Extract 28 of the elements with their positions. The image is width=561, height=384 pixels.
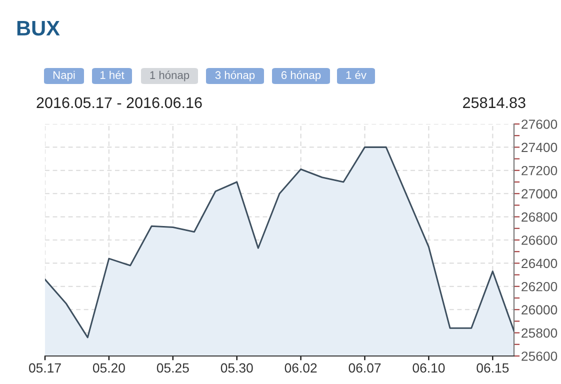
text: 1 év bbox=[346, 70, 366, 79]
y-tick-label: 26200 bbox=[522, 282, 558, 292]
x-tick-label: 06.15 bbox=[476, 363, 509, 373]
x-tick-label: 05.17 bbox=[29, 363, 61, 373]
text: 25814.83 bbox=[463, 97, 526, 108]
y-tick-label: 27600 bbox=[522, 120, 558, 129]
y-tick-label: 26600 bbox=[522, 236, 558, 245]
text: Napi bbox=[53, 70, 75, 82]
y-tick-label: 25600 bbox=[522, 352, 558, 361]
y-tick-label: 27400 bbox=[522, 142, 558, 152]
text: 1 hét bbox=[100, 70, 124, 79]
y-tick-label: 25800 bbox=[522, 328, 558, 338]
chart-title: BUX bbox=[17, 21, 60, 36]
text: 1 hónap bbox=[150, 70, 190, 82]
text: 6 hónap bbox=[281, 70, 321, 82]
y-tick-label: 26400 bbox=[522, 258, 558, 268]
y-tick-label: 26800 bbox=[522, 212, 558, 222]
x-tick-label: 05.25 bbox=[156, 363, 189, 373]
chart-subtitle: 2016.05.17 - 2016.06.16 bbox=[36, 97, 202, 108]
text: 3 hónap bbox=[215, 70, 255, 82]
y-tick-label: 26000 bbox=[522, 305, 558, 315]
x-tick-label: 05.30 bbox=[220, 363, 253, 373]
y-tick-label: 27000 bbox=[522, 189, 558, 199]
x-tick-label: 06.07 bbox=[348, 363, 381, 373]
x-tick-label: 06.10 bbox=[412, 363, 445, 373]
x-tick-label: 06.02 bbox=[284, 363, 317, 373]
x-tick-label: 05.20 bbox=[92, 363, 125, 373]
y-tick-label: 27200 bbox=[522, 166, 558, 176]
